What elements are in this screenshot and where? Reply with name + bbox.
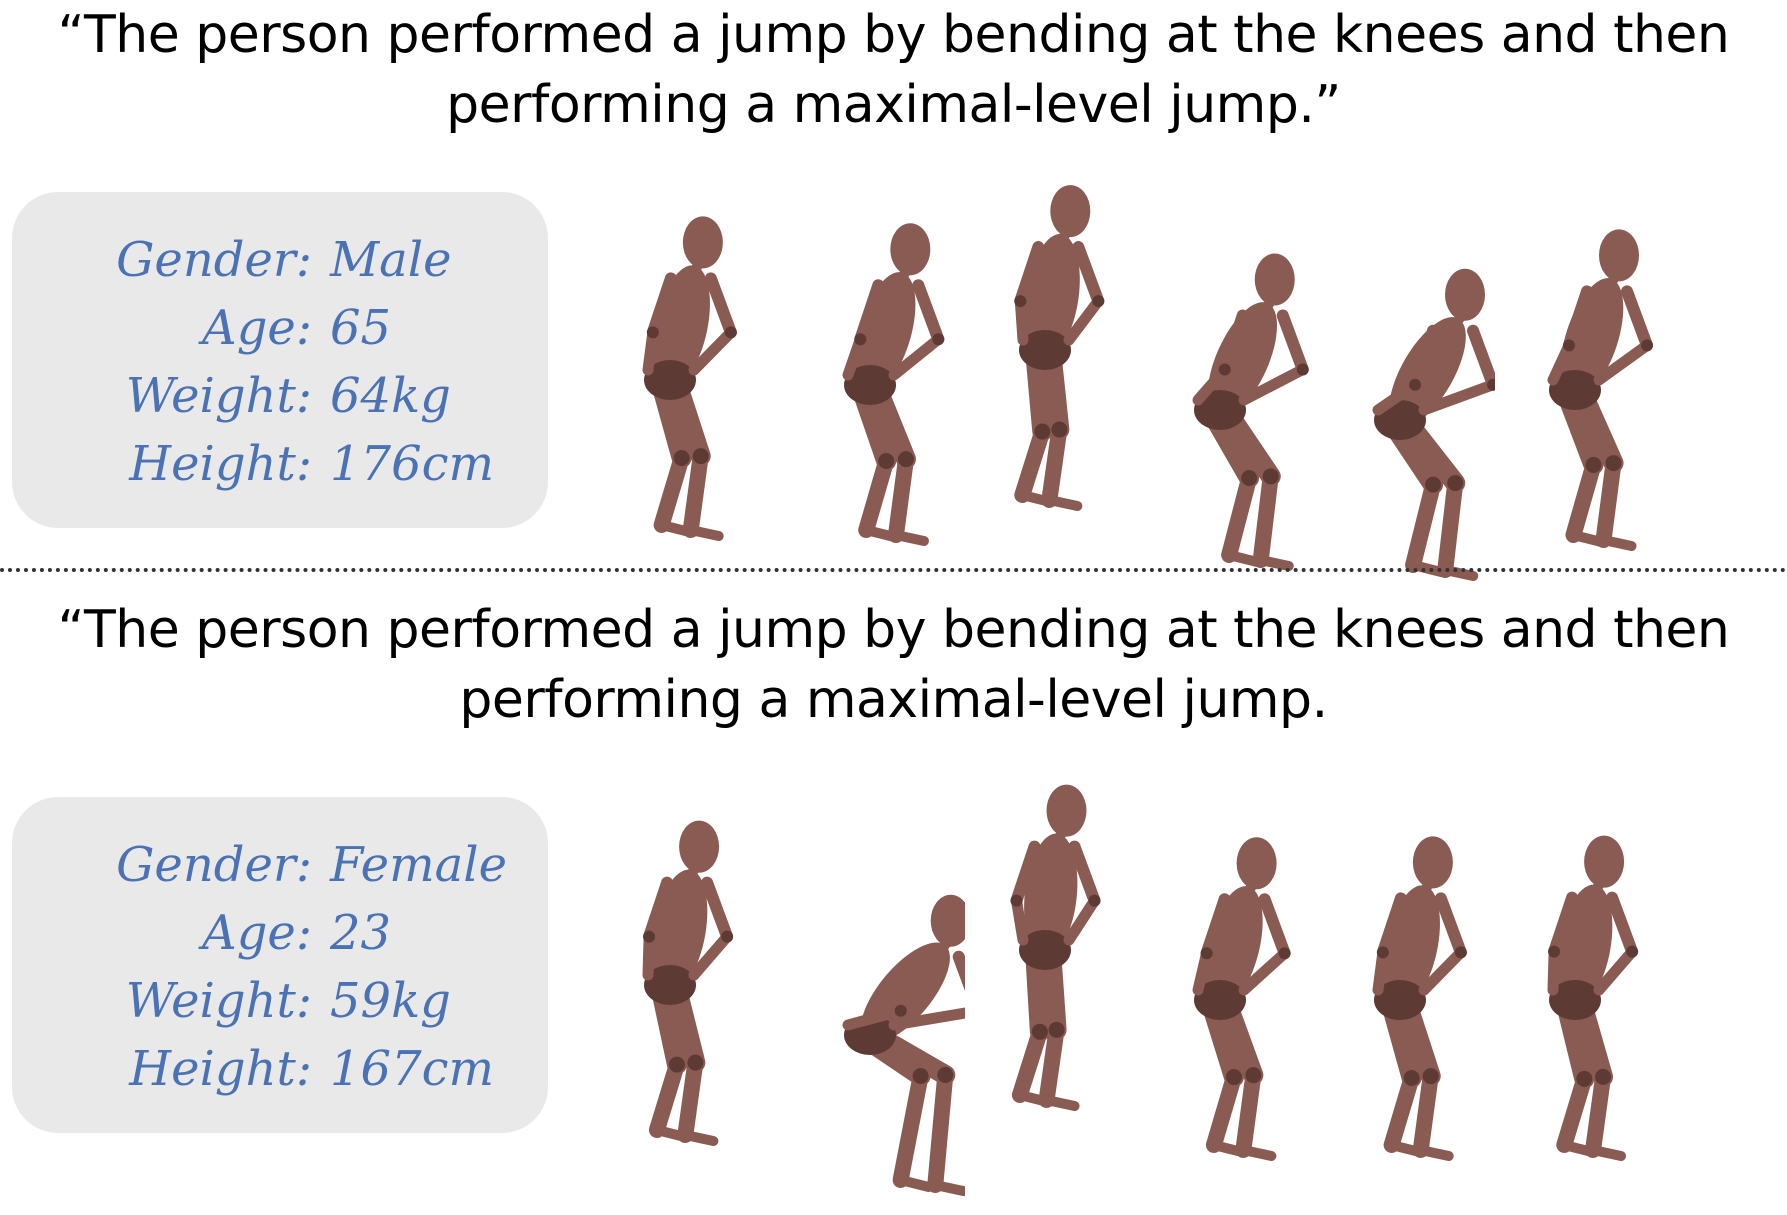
mannequin-figure bbox=[642, 820, 734, 1146]
height-value: 167cm bbox=[330, 1041, 495, 1097]
mannequin-figure bbox=[1192, 253, 1309, 571]
age-value: 23 bbox=[330, 905, 392, 961]
height-row: Height: 167cm bbox=[12, 1035, 548, 1103]
height-label: Height: bbox=[129, 436, 312, 492]
gender-value: Male bbox=[330, 232, 452, 288]
mannequin-figure bbox=[1547, 229, 1653, 551]
caption-line-1: “The person performed a jump by bending … bbox=[57, 5, 1730, 65]
gender-row: Gender: Male bbox=[12, 226, 548, 294]
mannequin-figure bbox=[1192, 837, 1291, 1161]
mannequin-figure bbox=[1372, 836, 1467, 1161]
caption-line-2: performing a maximal-level jump.” bbox=[446, 75, 1341, 135]
weight-value: 64kg bbox=[330, 368, 451, 424]
mannequin-figure bbox=[1010, 784, 1101, 1111]
mannequin-figure bbox=[1014, 185, 1105, 511]
age-label: Age: bbox=[202, 905, 312, 961]
age-value: 65 bbox=[330, 300, 392, 356]
motion-caption: “The person performed a jump by bending … bbox=[0, 595, 1787, 735]
mannequin-figure bbox=[842, 223, 945, 546]
dotted-separator bbox=[0, 568, 1787, 572]
age-row: Age: 23 bbox=[12, 899, 548, 967]
height-value: 176cm bbox=[330, 436, 495, 492]
gender-label: Gender: bbox=[116, 232, 312, 288]
mannequin-figure bbox=[1372, 268, 1495, 581]
motion-caption: “The person performed a jump by bending … bbox=[0, 0, 1787, 140]
age-row: Age: 65 bbox=[12, 294, 548, 362]
caption-line-1: “The person performed a jump by bending … bbox=[57, 600, 1730, 660]
sample-panel-2: “The person performed a jump by bending … bbox=[0, 595, 1787, 1196]
motion-frames bbox=[575, 150, 1775, 581]
motion-frames bbox=[575, 755, 1775, 1196]
caption-line-2: performing a maximal-level jump. bbox=[459, 670, 1328, 730]
weight-label: Weight: bbox=[125, 368, 312, 424]
weight-row: Weight: 59kg bbox=[12, 967, 548, 1035]
subject-info-box: Gender: Male Age: 65 Weight: 64kg Height… bbox=[12, 192, 548, 528]
weight-row: Weight: 64kg bbox=[12, 362, 548, 430]
age-label: Age: bbox=[202, 300, 312, 356]
subject-info-box: Gender: Female Age: 23 Weight: 59kg Heig… bbox=[12, 797, 548, 1133]
sample-panel-1: “The person performed a jump by bending … bbox=[0, 0, 1787, 581]
weight-label: Weight: bbox=[125, 973, 312, 1029]
mannequin-figure bbox=[642, 216, 737, 541]
gender-label: Gender: bbox=[116, 837, 312, 893]
height-label: Height: bbox=[129, 1041, 312, 1097]
mannequin-figure bbox=[1547, 835, 1639, 1161]
height-row: Height: 176cm bbox=[12, 430, 548, 498]
gender-value: Female bbox=[330, 837, 507, 893]
mannequin-figure bbox=[842, 894, 965, 1196]
weight-value: 59kg bbox=[330, 973, 451, 1029]
gender-row: Gender: Female bbox=[12, 831, 548, 899]
